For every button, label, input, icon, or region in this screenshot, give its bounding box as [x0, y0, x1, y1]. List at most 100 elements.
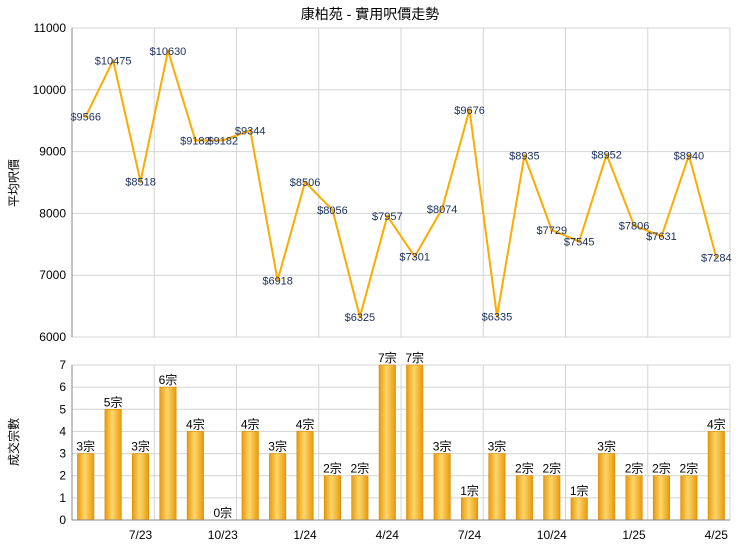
x-tick-label: 10/23	[208, 528, 238, 542]
price-point	[303, 180, 307, 184]
count-bar-label: 2宗	[323, 461, 342, 476]
chart-title: 康柏苑 - 實用呎價走勢	[301, 6, 439, 22]
count-tick-label: 1	[59, 491, 66, 505]
count-tick-label: 7	[59, 358, 66, 372]
price-point	[248, 128, 252, 132]
count-bar	[269, 453, 287, 521]
price-data-label: $9566	[70, 112, 101, 124]
count-bar	[378, 364, 396, 521]
price-tick-label: 11000	[34, 21, 67, 35]
price-data-label: $7806	[619, 220, 650, 232]
price-data-label: $7957	[372, 211, 403, 223]
count-bar-label: 4宗	[707, 416, 726, 431]
count-bar-label: 4宗	[296, 416, 315, 431]
count-bar	[77, 453, 95, 521]
count-bar	[433, 453, 451, 521]
count-bar-label: 4宗	[186, 416, 205, 431]
count-bar-label: 2宗	[680, 461, 699, 476]
price-point	[687, 153, 691, 157]
price-tick-label: 10000	[33, 83, 67, 97]
price-point	[550, 228, 554, 232]
price-point	[632, 223, 636, 227]
price-point	[714, 256, 718, 260]
count-bar	[625, 475, 643, 521]
count-tick-label: 6	[59, 380, 66, 394]
count-bar	[461, 497, 479, 521]
count-tick-label: 2	[59, 469, 66, 483]
price-point	[385, 214, 389, 218]
x-tick-label: 4/25	[705, 528, 729, 542]
price-point	[111, 58, 115, 62]
price-line	[84, 49, 718, 318]
price-data-label: $8952	[591, 150, 622, 162]
count-bar-label: 2宗	[652, 461, 671, 476]
price-point	[495, 314, 499, 318]
count-bar	[406, 364, 424, 521]
count-tick-label: 0	[59, 513, 66, 527]
price-data-label: $9182	[207, 135, 238, 147]
count-bar	[652, 475, 670, 521]
x-tick-label: 10/24	[537, 528, 567, 542]
price-data-label: $8056	[317, 205, 348, 217]
price-point	[358, 315, 362, 319]
count-bar	[351, 475, 369, 521]
count-bar-label: 3宗	[488, 439, 507, 454]
price-data-label: $6335	[482, 311, 513, 323]
count-bar	[488, 453, 506, 521]
x-tick-label: 1/25	[622, 528, 646, 542]
count-bar-label: 2宗	[542, 461, 561, 476]
count-bar-label: 5宗	[104, 394, 123, 409]
price-data-label: $7284	[701, 253, 732, 265]
price-point	[659, 234, 663, 238]
count-bar	[186, 431, 204, 521]
price-data-label: $8940	[674, 150, 705, 162]
price-data-label: $7631	[646, 231, 677, 243]
price-tick-label: 6000	[39, 330, 66, 344]
price-point	[84, 115, 88, 119]
price-axis-label: 平均呎價	[7, 159, 21, 207]
price-data-label: $6325	[345, 312, 376, 324]
count-axis-label: 成交宗數	[6, 418, 21, 466]
count-tick-label: 3	[59, 447, 66, 461]
count-bar	[296, 431, 314, 521]
price-point	[468, 108, 472, 112]
count-bar	[323, 475, 341, 521]
count-bar	[570, 497, 588, 521]
price-data-label: $10630	[150, 46, 187, 58]
price-point	[330, 208, 334, 212]
price-point	[522, 154, 526, 158]
x-tick-label: 7/23	[129, 528, 153, 542]
count-bar-label: 6宗	[159, 372, 178, 387]
price-point	[139, 179, 143, 183]
count-bar	[515, 475, 533, 521]
price-point	[166, 49, 170, 53]
count-bar	[104, 408, 122, 521]
count-bar	[241, 431, 259, 521]
price-point	[413, 255, 417, 259]
count-bar	[598, 453, 616, 521]
price-data-label: $6918	[262, 275, 293, 287]
x-tick-label: 1/24	[293, 528, 317, 542]
price-tick-label: 7000	[39, 268, 66, 282]
price-tick-label: 9000	[39, 145, 66, 159]
count-bar-label: 3宗	[597, 439, 616, 454]
count-bar-label: 4宗	[241, 416, 260, 431]
price-data-label: $8074	[427, 204, 458, 216]
price-point	[193, 138, 197, 142]
count-bar-label: 3宗	[131, 439, 150, 454]
price-data-label: $8935	[509, 151, 540, 163]
count-bar	[132, 453, 150, 521]
price-point	[577, 240, 581, 244]
price-tick-label: 8000	[39, 206, 66, 220]
count-bar-label: 7宗	[378, 350, 397, 365]
price-point	[276, 278, 280, 282]
price-point	[605, 153, 609, 157]
x-tick-label: 4/24	[376, 528, 400, 542]
price-data-label: $7729	[536, 225, 567, 237]
count-bar	[543, 475, 561, 521]
count-bar	[707, 431, 725, 521]
price-data-label: $9676	[454, 105, 485, 117]
count-bar-label: 7宗	[405, 350, 424, 365]
count-bar-label: 0宗	[213, 505, 232, 520]
